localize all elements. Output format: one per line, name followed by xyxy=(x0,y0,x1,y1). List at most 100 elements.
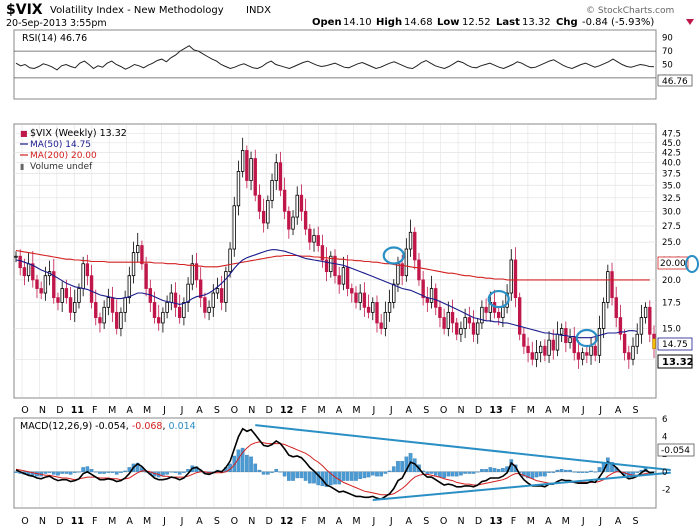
candle-body xyxy=(253,158,257,196)
candle-body xyxy=(585,352,589,356)
x-tick-label: S xyxy=(214,516,220,527)
x-tick-label: N xyxy=(248,405,255,416)
macd-histogram-bar xyxy=(396,461,400,472)
price-legend: $VIX (Weekly) 13.32 ■ MA(50) 14.75 MA(20… xyxy=(20,128,127,172)
candle-body xyxy=(282,189,287,212)
candle-body xyxy=(648,306,652,335)
rsi-line xyxy=(15,45,655,71)
candle-last xyxy=(652,338,656,349)
macd-histogram-bar xyxy=(303,471,308,481)
candle-body xyxy=(278,162,283,191)
macd-histogram-bar xyxy=(307,471,312,484)
candle-body xyxy=(119,311,123,329)
macd-histogram-bar xyxy=(261,471,266,475)
price-tick-label: 15.0 xyxy=(662,324,681,334)
macd-histogram-bar xyxy=(345,471,350,481)
legend-vix-marker: ■ xyxy=(20,129,28,138)
candle-body xyxy=(249,158,253,181)
x-tick-label: M xyxy=(562,516,570,527)
candle-body xyxy=(98,317,102,324)
macd-histogram-bar xyxy=(354,471,358,481)
candle-body xyxy=(601,302,606,329)
x-tick-label: D xyxy=(56,516,63,527)
macd-histogram-bar xyxy=(102,471,106,474)
x-tick-label: A xyxy=(406,516,413,527)
x-tick-label: F xyxy=(511,516,516,527)
x-tick-label: M xyxy=(108,516,116,527)
price-panel: $VIX (Weekly) 13.32 ■ MA(50) 14.75 MA(20… xyxy=(13,123,699,399)
candle-body xyxy=(85,263,90,277)
macd-histogram-bar xyxy=(383,471,388,474)
x-tick-label: M xyxy=(317,516,325,527)
macd-histogram-bar xyxy=(266,471,270,475)
peak-circle xyxy=(487,289,510,309)
macd-histogram-bar xyxy=(64,471,69,474)
price-last-labels: 20.00 14.75 13.32 xyxy=(657,255,699,369)
candle-body xyxy=(56,297,60,303)
candle-body xyxy=(123,297,127,313)
price-tick-label: 27.5 xyxy=(662,222,681,232)
x-tick-label: S xyxy=(633,405,639,416)
x-tick-label: D xyxy=(475,516,482,527)
macd-histogram-bar xyxy=(328,471,333,486)
x-axis-macd: O N D 11 F M A M J J A S O N D 12 F M A M J J A S O N D 13 F M A M J J A S xyxy=(21,516,638,527)
price-tick-label: 47.5 xyxy=(662,130,681,140)
candle-body xyxy=(522,333,526,347)
x-tick-label: M xyxy=(352,405,360,416)
macd-histogram-bar xyxy=(538,471,543,477)
candle-body xyxy=(131,252,136,277)
candle-body xyxy=(287,210,291,230)
macd-histogram-bar xyxy=(597,467,602,472)
macd-histogram-bar xyxy=(589,470,593,472)
macd-legend: MACD(12,26,9) -0.054, -0.068, 0.014 xyxy=(20,421,196,432)
macd-histogram-bar xyxy=(568,469,572,472)
candle-body xyxy=(404,248,409,277)
candle-body xyxy=(303,210,308,230)
macd-panel: MACD(12,26,9) -0.054, -0.068, 0.014 -202… xyxy=(13,415,695,509)
ma200-last-circle xyxy=(685,255,699,273)
macd-histogram-bar xyxy=(299,471,304,479)
macd-histogram-bar xyxy=(291,471,295,481)
x-tick-label: 13 xyxy=(489,405,502,416)
macd-histogram-bar xyxy=(98,471,102,474)
macd-histogram-bar xyxy=(370,471,375,476)
x-tick-label: A xyxy=(336,516,343,527)
candle-body xyxy=(224,271,228,303)
macd-histogram-bar xyxy=(43,471,48,474)
candle-body xyxy=(140,245,144,265)
macd-histogram-bar xyxy=(572,471,577,473)
x-tick-label: A xyxy=(126,516,133,527)
macd-histogram-bar xyxy=(496,469,501,472)
macd-histogram-bar xyxy=(433,471,438,476)
candle-body xyxy=(68,297,73,313)
x-tick-label: M xyxy=(143,405,151,416)
candle-body xyxy=(73,302,77,313)
macd-histogram-bar xyxy=(488,467,493,472)
candle-body xyxy=(329,255,333,273)
legend-volume: Volume undef xyxy=(30,162,93,172)
macd-histogram-bar xyxy=(547,471,551,473)
candle-body xyxy=(371,302,375,313)
price-tick-label: 40.0 xyxy=(662,159,681,169)
candle-body xyxy=(60,288,64,303)
candle-body xyxy=(387,302,392,313)
macd-histogram-bar xyxy=(467,471,472,474)
candle-body xyxy=(459,328,463,335)
candle-body xyxy=(203,297,207,313)
x-tick-label: A xyxy=(406,405,413,416)
candle-body xyxy=(375,302,379,324)
macd-histogram-bar xyxy=(182,471,186,473)
ma200-line xyxy=(15,249,650,281)
candle-body xyxy=(152,302,157,318)
macd-histogram-bar xyxy=(341,471,346,481)
candle-body xyxy=(580,352,585,360)
ma50-line xyxy=(15,249,638,339)
macd-histogram-bar xyxy=(534,471,539,478)
x-tick-label: M xyxy=(143,516,151,527)
candle-body xyxy=(509,259,513,294)
candle-body xyxy=(627,352,631,360)
macd-trendline xyxy=(255,424,671,472)
macd-histogram-bar xyxy=(543,471,547,477)
macd-histogram-bar xyxy=(106,471,111,473)
